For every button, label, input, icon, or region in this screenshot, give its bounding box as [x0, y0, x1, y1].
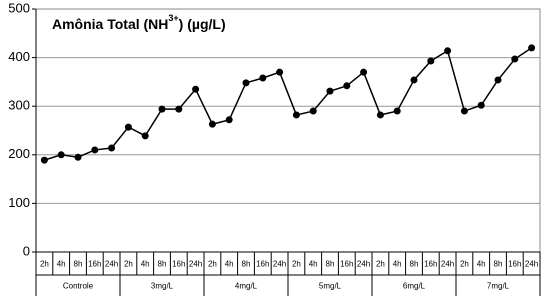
x-tick-label: 8h	[158, 260, 167, 269]
y-tick-label: 400	[8, 49, 30, 64]
point	[427, 57, 435, 65]
x-tick-label: 4h	[57, 260, 66, 269]
x-tick-label: 2h	[208, 260, 217, 269]
x-tick-label: 8h	[494, 260, 503, 269]
x-tick-label: 16h	[340, 260, 353, 269]
title-suffix: ) (µg/L)	[179, 16, 226, 32]
x-tick-label: 4h	[393, 260, 402, 269]
x-tick-label: 24h	[441, 260, 454, 269]
point	[158, 105, 166, 113]
point	[460, 107, 468, 115]
x-tick-label: 8h	[410, 260, 419, 269]
plot-border	[35, 8, 541, 253]
y-tick-label: 500	[8, 0, 30, 15]
x-tick-label: 4h	[477, 260, 486, 269]
y-tick-label: 200	[8, 146, 30, 161]
group-label: 3mg/L	[151, 282, 174, 291]
point	[175, 105, 183, 113]
x-tick-label: 2h	[376, 260, 385, 269]
group-label: 6mg/L	[403, 282, 426, 291]
point	[376, 111, 384, 119]
point	[91, 146, 99, 154]
point	[141, 132, 149, 140]
point	[225, 116, 233, 124]
point	[494, 76, 502, 84]
point	[74, 153, 82, 161]
x-tick-label: 8h	[74, 260, 83, 269]
line	[44, 47, 533, 161]
point	[208, 120, 216, 128]
x-tick-label: 24h	[525, 260, 538, 269]
x-tick-label: 2h	[292, 260, 301, 269]
x-tick-label: 8h	[326, 260, 335, 269]
group-label: 4mg/L	[235, 282, 258, 291]
point	[124, 123, 132, 131]
point	[108, 144, 116, 152]
point	[242, 79, 250, 87]
x-tick-label: 4h	[309, 260, 318, 269]
point	[57, 151, 65, 159]
point	[309, 107, 317, 115]
group-label: Controle	[63, 282, 94, 291]
point	[360, 68, 368, 76]
x-tick-label: 16h	[88, 260, 101, 269]
chart-title: Amônia Total (NH3+) (µg/L)	[52, 13, 226, 31]
point	[477, 101, 485, 109]
y-tick-label: 0	[23, 243, 30, 258]
point	[259, 74, 267, 82]
point	[511, 55, 519, 63]
group-label: 7mg/L	[487, 282, 510, 291]
x-tick-label: 8h	[242, 260, 251, 269]
point	[393, 107, 401, 115]
point	[528, 44, 536, 52]
x-tick-label: 2h	[40, 260, 49, 269]
point	[444, 47, 452, 55]
point	[326, 87, 334, 95]
y-tick-label: 100	[8, 195, 30, 210]
x-tick-label: 16h	[508, 260, 521, 269]
x-tick-label: 4h	[141, 260, 150, 269]
x-tick-label: 24h	[105, 260, 118, 269]
point	[410, 76, 418, 84]
title-superscript: 3+	[168, 13, 178, 23]
x-tick-label: 24h	[189, 260, 202, 269]
x-tick-label: 4h	[225, 260, 234, 269]
x-tick-label: 24h	[273, 260, 286, 269]
point	[40, 156, 48, 164]
x-tick-label: 24h	[357, 260, 370, 269]
group-label: 5mg/L	[319, 282, 342, 291]
point	[192, 85, 200, 93]
x-tick-label: 2h	[124, 260, 133, 269]
x-tick-label: 16h	[256, 260, 269, 269]
point	[343, 82, 351, 90]
point	[276, 68, 284, 76]
x-tick-label: 16h	[172, 260, 185, 269]
point	[292, 111, 300, 119]
x-tick-label: 16h	[424, 260, 437, 269]
title-text: Amônia Total (NH	[52, 16, 168, 32]
y-tick-label: 300	[8, 98, 30, 113]
x-tick-label: 2h	[460, 260, 469, 269]
